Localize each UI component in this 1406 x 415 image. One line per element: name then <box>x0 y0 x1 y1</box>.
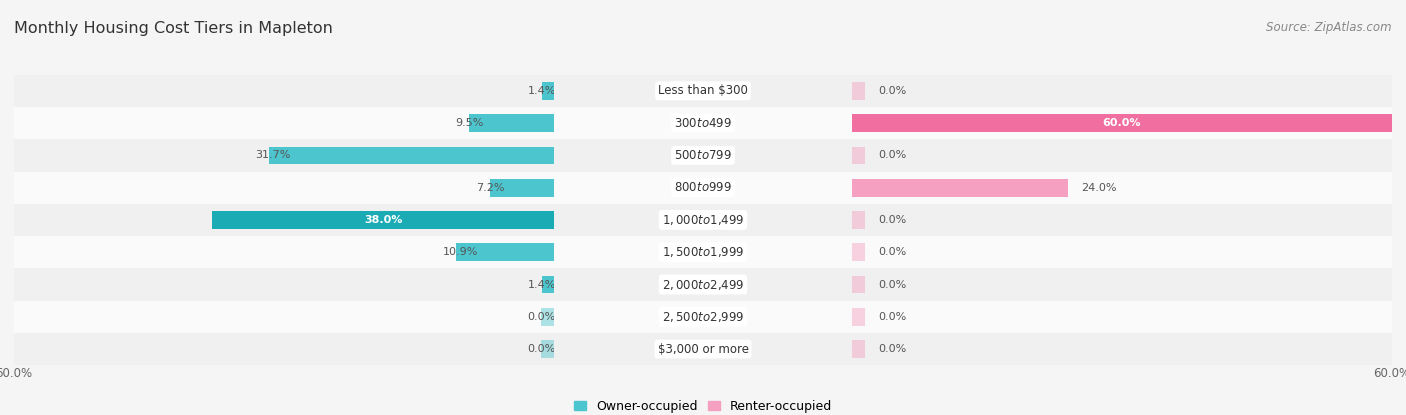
Text: 31.7%: 31.7% <box>256 150 291 160</box>
Text: $500 to $799: $500 to $799 <box>673 149 733 162</box>
Text: 1.4%: 1.4% <box>529 280 557 290</box>
Bar <box>852 236 1392 269</box>
Bar <box>852 114 1392 132</box>
Bar <box>852 179 1067 197</box>
Bar <box>14 107 554 139</box>
Text: $2,500 to $2,999: $2,500 to $2,999 <box>662 310 744 324</box>
Bar <box>852 75 1392 107</box>
Text: Monthly Housing Cost Tiers in Mapleton: Monthly Housing Cost Tiers in Mapleton <box>14 21 333 36</box>
Text: 9.5%: 9.5% <box>456 118 484 128</box>
Bar <box>14 333 554 365</box>
Bar <box>554 139 852 171</box>
Text: $1,000 to $1,499: $1,000 to $1,499 <box>662 213 744 227</box>
Bar <box>468 114 554 132</box>
Bar <box>14 300 554 333</box>
Bar <box>14 139 554 171</box>
Text: 0.0%: 0.0% <box>879 344 907 354</box>
Text: 24.0%: 24.0% <box>1081 183 1116 193</box>
Text: 7.2%: 7.2% <box>477 183 505 193</box>
Text: Less than $300: Less than $300 <box>658 84 748 98</box>
Bar <box>14 204 554 236</box>
Bar <box>541 276 554 293</box>
Bar <box>852 107 1392 139</box>
Bar <box>541 340 554 358</box>
Text: 0.0%: 0.0% <box>879 312 907 322</box>
Text: 0.0%: 0.0% <box>879 280 907 290</box>
Text: 0.0%: 0.0% <box>527 312 555 322</box>
Bar <box>14 171 554 204</box>
Bar <box>852 171 1392 204</box>
Bar <box>554 236 852 269</box>
Bar <box>852 300 1392 333</box>
Bar <box>852 139 1392 171</box>
Legend: Owner-occupied, Renter-occupied: Owner-occupied, Renter-occupied <box>568 395 838 415</box>
Text: $2,000 to $2,499: $2,000 to $2,499 <box>662 278 744 291</box>
Bar <box>212 211 554 229</box>
Bar <box>269 146 554 164</box>
Bar <box>14 269 554 300</box>
Bar <box>541 82 554 100</box>
Bar <box>541 308 554 326</box>
Text: $300 to $499: $300 to $499 <box>673 117 733 129</box>
Bar <box>852 269 1392 300</box>
Text: 0.0%: 0.0% <box>879 215 907 225</box>
Text: 0.0%: 0.0% <box>879 86 907 96</box>
Text: Source: ZipAtlas.com: Source: ZipAtlas.com <box>1267 21 1392 34</box>
Bar <box>14 236 554 269</box>
Text: $3,000 or more: $3,000 or more <box>658 342 748 356</box>
Bar <box>489 179 554 197</box>
Text: 1.4%: 1.4% <box>529 86 557 96</box>
Bar <box>852 243 865 261</box>
Bar <box>554 300 852 333</box>
Bar <box>852 146 865 164</box>
Text: $1,500 to $1,999: $1,500 to $1,999 <box>662 245 744 259</box>
Bar <box>852 276 865 293</box>
Bar <box>852 308 865 326</box>
Text: 0.0%: 0.0% <box>879 247 907 257</box>
Bar <box>554 75 852 107</box>
Text: 0.0%: 0.0% <box>879 150 907 160</box>
Bar <box>852 211 865 229</box>
Text: 10.9%: 10.9% <box>443 247 478 257</box>
Bar <box>852 340 865 358</box>
Bar <box>852 204 1392 236</box>
Bar <box>554 204 852 236</box>
Text: $800 to $999: $800 to $999 <box>673 181 733 194</box>
Bar <box>554 171 852 204</box>
Text: 60.0%: 60.0% <box>1102 118 1142 128</box>
Bar <box>554 269 852 300</box>
Bar <box>14 75 554 107</box>
Bar <box>852 82 865 100</box>
Bar <box>852 333 1392 365</box>
Bar <box>554 333 852 365</box>
Bar <box>554 107 852 139</box>
Text: 0.0%: 0.0% <box>527 344 555 354</box>
Bar <box>456 243 554 261</box>
Text: 38.0%: 38.0% <box>364 215 402 225</box>
